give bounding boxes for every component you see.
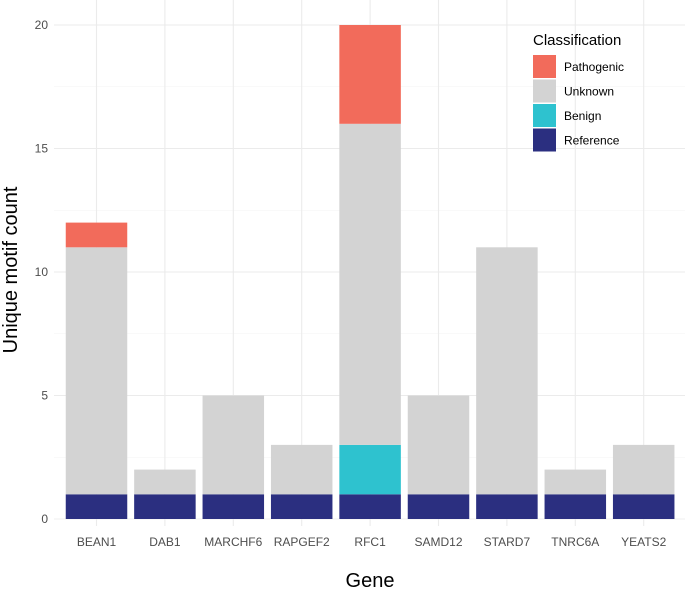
y-tick-label: 20 [35,18,49,32]
bar-yeats2-reference [612,494,675,519]
bar-tnrc6a-unknown [544,469,607,495]
bar-bean1-pathogenic [65,222,128,248]
x-tick-label: MARCHF6 [204,535,262,549]
bars [65,25,675,519]
bar-marchf6-unknown [202,395,265,495]
x-tick-label: STARD7 [484,535,531,549]
bar-stard7-unknown [476,247,538,495]
bar-stard7-reference [476,494,538,519]
x-tick-label: YEATS2 [621,535,666,549]
x-tick-label: DAB1 [149,535,181,549]
x-tick-label: BEAN1 [77,535,117,549]
x-axis-ticks: BEAN1 DAB1 MARCHF6 RAPGEF2 RFC1 SAMD12 STARD7 T… [77,535,667,549]
bar-bean1-unknown [65,247,128,495]
bar-rapgef2-unknown [270,444,333,495]
x-tick-label: RFC1 [354,535,386,549]
bar-tnrc6a-reference [544,494,607,519]
bar-rfc1-reference [339,494,401,519]
y-tick-label: 15 [35,142,49,156]
bar-samd12-unknown [407,395,470,495]
bar-rfc1-pathogenic [339,25,401,124]
x-tick-label: SAMD12 [414,535,462,549]
bar-marchf6-reference [202,494,265,519]
bar-dab1-reference [134,494,196,519]
bar-dab1-unknown [134,469,196,495]
legend-label-reference: Reference [564,134,620,148]
bar-samd12-reference [407,494,470,519]
x-axis-title: Gene [346,570,395,592]
legend-label-benign: Benign [564,109,601,123]
bar-bean1-reference [65,494,128,519]
legend-key-unknown [533,79,556,103]
y-axis-title: Unique motif count [0,186,22,353]
y-axis-ticks: 0 5 10 15 20 [35,18,49,526]
legend: Classification Pathogenic Unknown Benign Re… [533,32,624,152]
y-tick-label: 0 [41,512,48,526]
bar-yeats2-unknown [612,444,675,495]
y-tick-label: 5 [41,389,48,403]
y-tick-label: 10 [35,265,49,279]
bar-rapgef2-reference [270,494,333,519]
legend-key-reference [533,128,556,152]
bar-rfc1-benign [339,444,401,495]
bar-rfc1-unknown [339,123,401,445]
legend-key-benign [533,104,556,127]
legend-label-unknown: Unknown [564,85,614,99]
legend-title: Classification [533,32,621,49]
legend-key-pathogenic [533,55,556,78]
legend-label-pathogenic: Pathogenic [564,60,624,74]
x-tick-label: RAPGEF2 [274,535,330,549]
x-tick-label: TNRC6A [551,535,599,549]
